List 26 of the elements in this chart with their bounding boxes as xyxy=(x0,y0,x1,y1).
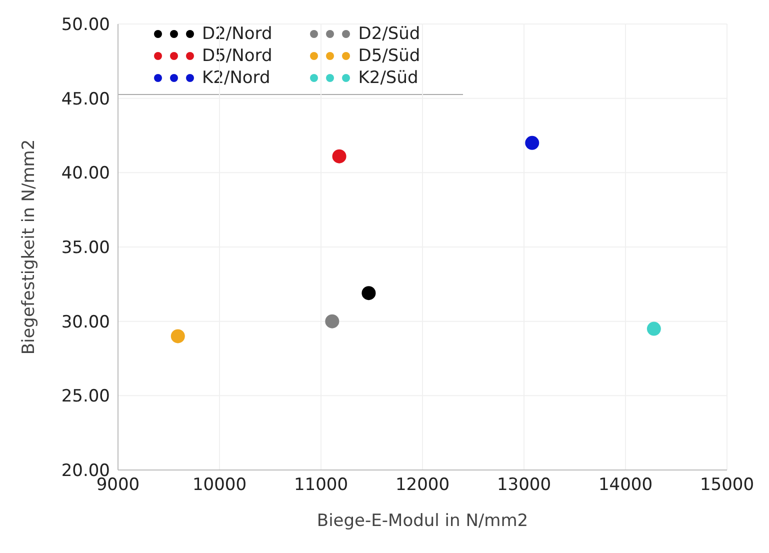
x-tick-label: 10000 xyxy=(192,475,247,496)
legend-label: K2/Nord xyxy=(202,68,270,88)
y-tick-label: 40.00 xyxy=(61,164,110,184)
legend-label: D2/Nord xyxy=(202,24,272,44)
y-tick-label: 35.00 xyxy=(61,238,110,258)
point xyxy=(362,286,376,300)
y-tick-label: 25.00 xyxy=(61,386,110,407)
x-tick-label: 11000 xyxy=(294,475,348,496)
y-axis-title: Biegefestigkeit in N/mm2 xyxy=(19,139,40,355)
y-tick-label: 45.00 xyxy=(61,89,110,110)
legend-label: D2/Süd xyxy=(358,24,420,44)
point xyxy=(170,329,185,344)
legend-label: K2/Süd xyxy=(358,68,418,88)
x-tick-label: 12000 xyxy=(395,475,450,496)
point xyxy=(325,314,340,328)
point xyxy=(332,149,346,164)
x-tick-label: 14000 xyxy=(598,475,653,496)
point xyxy=(646,322,661,336)
y-tick-label: 30.00 xyxy=(61,312,110,332)
legend-label: D5/Süd xyxy=(358,46,420,66)
x-tick-label: 13000 xyxy=(496,475,552,496)
point xyxy=(525,136,540,150)
x-axis-title: Biege-E-Modul in N/mm2 xyxy=(316,511,528,531)
x-tick-label: 15000 xyxy=(700,475,754,496)
y-tick-label: 50.00 xyxy=(61,15,110,36)
legend-label: D5/Nord xyxy=(202,46,272,66)
